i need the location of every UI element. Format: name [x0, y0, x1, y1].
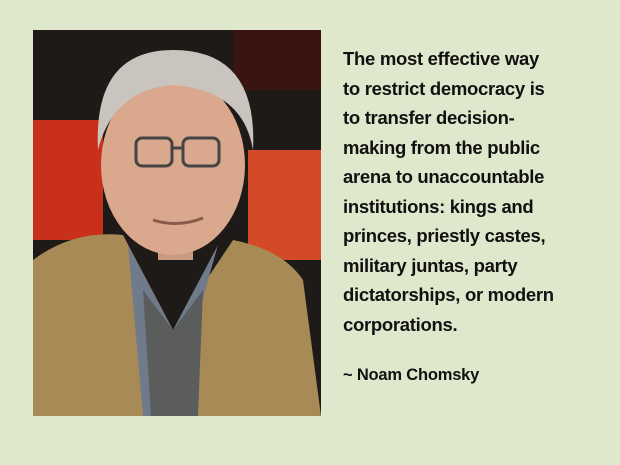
portrait-photo: [33, 30, 321, 416]
quote-line: princes, priestly castes,: [343, 225, 546, 246]
quote-author: ~ Noam Chomsky: [343, 366, 480, 384]
quote-line: corporations.: [343, 313, 458, 335]
quote-line: military juntas, party: [343, 254, 518, 276]
quote-line: making from the public: [343, 136, 540, 158]
quote-line: arena to unaccountable: [343, 166, 545, 187]
quote-line: The most effective way: [343, 48, 539, 69]
quote-line: to restrict democracy is: [343, 77, 545, 99]
quote-text: The most effective way to restrict democ…: [343, 44, 613, 339]
quote-line: institutions: kings and: [343, 195, 534, 217]
quote-line: to transfer decision-: [343, 107, 515, 128]
quote-line: dictatorships, or modern: [343, 284, 554, 305]
